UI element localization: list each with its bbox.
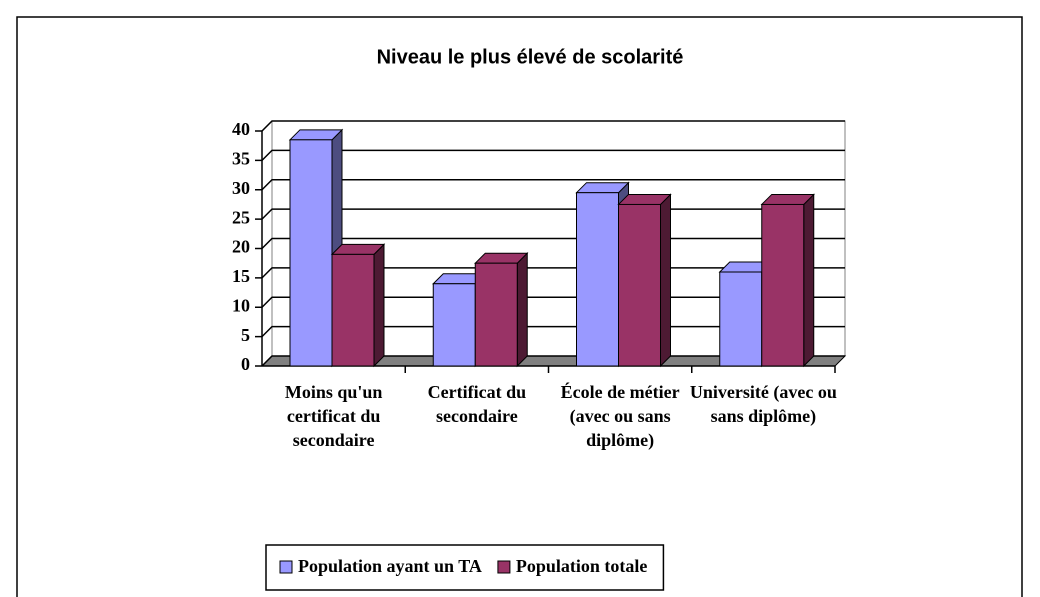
x-tick-label: Université (avec ou sans diplôme) — [689, 382, 837, 426]
x-tick-label-box: Moins qu'un certificat du secondaire — [284, 382, 383, 450]
bar-side — [516, 251, 528, 368]
bar — [618, 203, 661, 367]
bar — [432, 283, 476, 367]
x-tick-label-box: Université (avec ou sans diplôme) — [689, 382, 837, 426]
bar-side — [803, 193, 815, 368]
bar — [761, 203, 805, 367]
y-tick-label: 5 — [241, 325, 250, 345]
y-tick-label: 20 — [232, 237, 250, 257]
bar-top — [288, 129, 344, 141]
y-tick-label: 15 — [232, 266, 250, 286]
grid-line — [261, 179, 845, 191]
bar-top — [330, 243, 386, 255]
x-tick-label: Certificat du secondaire — [427, 382, 527, 426]
bar — [576, 192, 619, 367]
y-tick-label: 0 — [241, 354, 250, 374]
y-tick-label: 40 — [232, 119, 250, 139]
bar — [719, 271, 763, 367]
x-tick-label-box: École de métier (avec ou sans diplôme) — [560, 382, 680, 450]
y-tick-label: 35 — [232, 149, 250, 169]
y-tick-label: 30 — [232, 178, 250, 198]
bar — [331, 253, 375, 367]
x-tick-label-box: Certificat du secondaire — [427, 382, 527, 426]
bar — [289, 139, 333, 367]
y-tick-label: 10 — [232, 295, 250, 315]
grid-line — [261, 120, 845, 132]
bar — [474, 262, 518, 367]
legend-label: Population totale — [516, 556, 648, 576]
y-tick-label: 25 — [232, 207, 250, 227]
bar-top — [474, 252, 529, 264]
x-tick-label: École de métier (avec ou sans diplôme) — [560, 382, 680, 450]
x-tick-label: Moins qu'un certificat du secondaire — [284, 382, 383, 450]
legend-swatch — [497, 560, 511, 574]
bar-top — [760, 193, 815, 205]
legend — [265, 544, 665, 591]
bar-side — [373, 243, 385, 368]
legend-swatch — [279, 560, 293, 574]
bar-top — [575, 182, 630, 194]
grid-line — [261, 149, 845, 161]
bar-top — [617, 193, 672, 205]
chart-title: Niveau le plus élevé de scolarité — [377, 46, 684, 68]
legend-label: Population ayant un TA — [298, 556, 482, 576]
bar-side — [660, 193, 671, 368]
